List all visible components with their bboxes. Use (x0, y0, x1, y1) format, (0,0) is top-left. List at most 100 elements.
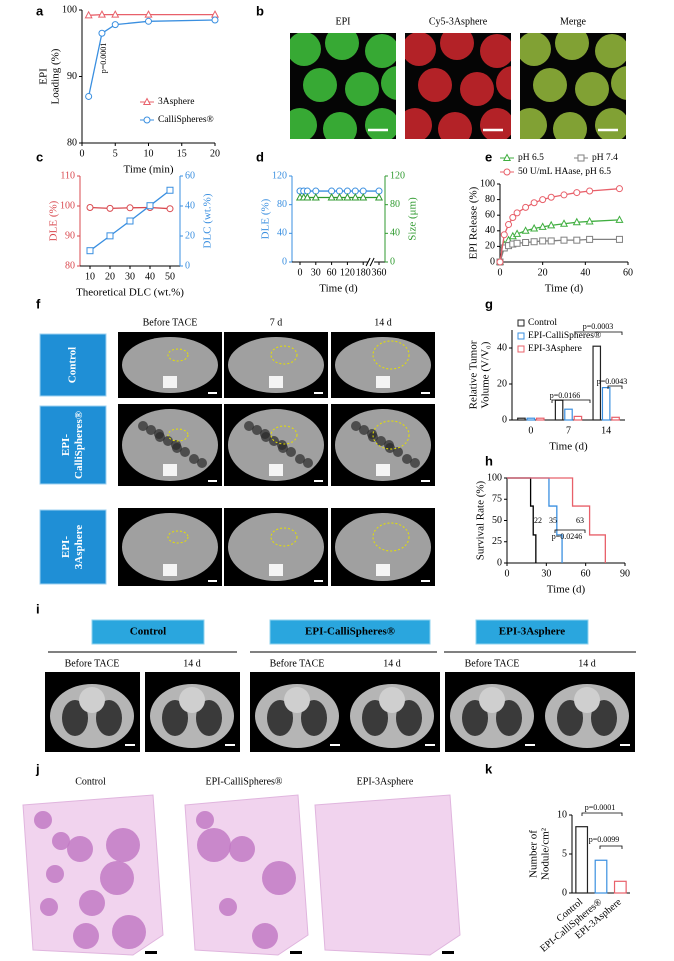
y-tick-label: 40 (277, 228, 287, 239)
ct-spine (163, 464, 177, 476)
annotation: p=0.0099 (589, 835, 620, 844)
bead (520, 33, 551, 66)
ct-spine (269, 464, 283, 476)
row-label-box (39, 405, 107, 485)
legend-swatch (517, 332, 525, 340)
beads (405, 33, 511, 139)
x-tick-label: 10 (144, 148, 154, 159)
bead (405, 33, 436, 66)
bead (520, 108, 547, 139)
marker (111, 21, 119, 29)
bead (496, 66, 511, 100)
marker (98, 29, 106, 37)
ct-spine (269, 564, 283, 576)
ct-gas (351, 421, 361, 431)
bead (460, 72, 494, 106)
nodule (219, 898, 237, 916)
ct-lung (267, 700, 293, 736)
marker (303, 192, 312, 201)
x-tick-label: 20 (210, 148, 220, 159)
marker (126, 217, 134, 225)
annotation: p=0.0003 (583, 322, 614, 331)
y2-axis-label: DLC (wt.%) (202, 193, 214, 248)
annotation: p=0.0001 (99, 43, 108, 74)
bead (290, 108, 317, 139)
nodule (79, 890, 105, 916)
ct-body (228, 513, 324, 581)
panel-label: h (485, 453, 493, 468)
row-label: 3Asphere (73, 525, 85, 570)
bead (418, 68, 452, 102)
y2-tick-label: 40 (390, 228, 400, 239)
tumor-outline (270, 345, 298, 365)
bead (555, 33, 589, 60)
y2-tick-label: 0 (390, 256, 395, 267)
bead (381, 66, 396, 100)
bar (601, 387, 611, 421)
ct-gas (410, 458, 420, 468)
axis-break (365, 257, 371, 267)
ct-gas (171, 440, 181, 450)
marker (547, 237, 555, 245)
y-axis-label: Relative Tumor (468, 340, 480, 409)
ct-gas (303, 458, 313, 468)
bead (345, 72, 379, 106)
marker (86, 247, 94, 255)
y-tick-label: 100 (62, 4, 77, 15)
ct-gas (189, 454, 199, 464)
ct-lung (196, 700, 222, 736)
ct-body (122, 337, 218, 393)
marker (585, 216, 594, 225)
panel-label: k (485, 761, 493, 776)
marker (513, 209, 521, 217)
legend-swatch (517, 319, 525, 327)
column-label: 14 d (374, 317, 392, 328)
marker (84, 10, 93, 19)
marker (311, 192, 320, 201)
series-line (499, 188, 620, 263)
marker (146, 202, 154, 210)
y-tick-label: 0 (490, 256, 495, 267)
annotation: p=0.0246 (552, 532, 583, 541)
nodule (52, 832, 70, 850)
marker (522, 203, 530, 211)
panel-label: c (36, 149, 43, 164)
marker (359, 192, 368, 201)
marker (502, 153, 512, 161)
ct-lung (96, 700, 122, 736)
y-axis-label: Nodule/cm² (540, 827, 552, 880)
image-title: EPI-CalliSpheres® (205, 776, 282, 787)
marker (522, 239, 530, 246)
nodule (196, 811, 214, 829)
beads (290, 33, 396, 139)
marker (85, 92, 93, 100)
marker (142, 97, 152, 105)
panel-label: i (36, 601, 40, 616)
ct-spine (163, 376, 177, 388)
ct-spine (163, 564, 177, 576)
marker (86, 204, 94, 211)
bead (290, 33, 321, 66)
ct-heart (479, 687, 505, 713)
image-title: Control (75, 776, 106, 787)
ct-body (122, 513, 218, 581)
legend-label: EPI-3Asphere (528, 344, 582, 354)
y-tick-label: 100 (487, 472, 502, 483)
marker (335, 192, 344, 201)
image-title: Cy5-3Asphere (429, 16, 488, 27)
marker (521, 226, 530, 234)
bar (517, 417, 526, 421)
bracket (551, 399, 591, 403)
x-axis-label: Time (d) (319, 283, 358, 295)
marker (530, 223, 539, 232)
marker (343, 192, 352, 201)
group-label: EPI-3Asphere (499, 626, 566, 638)
y-tick-label: 75 (492, 494, 502, 505)
y-tick-label: 20 (485, 241, 495, 252)
nodule (197, 828, 231, 862)
ct-gas (197, 458, 207, 468)
ct-heart (574, 687, 600, 713)
group-box (269, 619, 431, 645)
marker (615, 235, 623, 243)
